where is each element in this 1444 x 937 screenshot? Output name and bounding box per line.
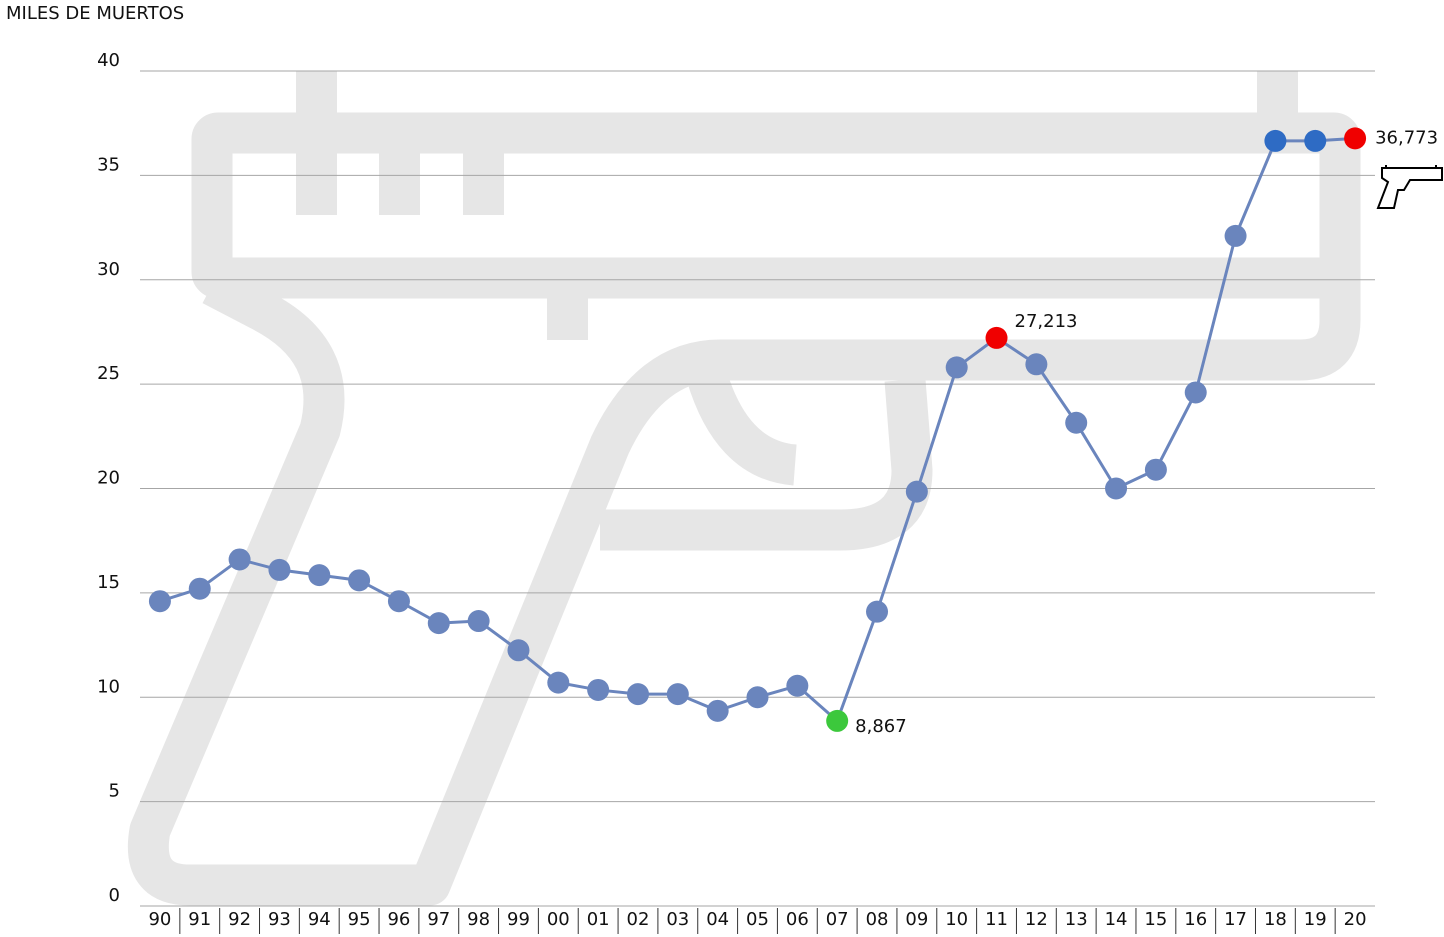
point — [308, 564, 331, 587]
y-tick-label: 15 — [97, 572, 120, 593]
point — [587, 678, 610, 701]
x-tick-label: 18 — [1264, 909, 1287, 930]
x-tick-label: 98 — [467, 909, 490, 930]
point — [1065, 411, 1088, 434]
x-tick-label: 91 — [188, 909, 211, 930]
y-tick-label: 5 — [109, 781, 120, 802]
y-tick-label: 10 — [97, 676, 120, 697]
x-tick-label: 90 — [148, 909, 171, 930]
x-tick-label: 07 — [826, 909, 849, 930]
x-tick-label: 04 — [706, 909, 729, 930]
x-tick-label: 20 — [1344, 909, 1367, 930]
x-tick-label: 06 — [786, 909, 809, 930]
point — [786, 674, 809, 697]
x-tick-label: 92 — [228, 909, 251, 930]
y-tick-label: 25 — [97, 363, 120, 384]
point — [1184, 381, 1207, 404]
x-tick-label: 96 — [387, 909, 410, 930]
x-tick-label: 10 — [945, 909, 968, 930]
x-tick-label: 95 — [348, 909, 371, 930]
point — [706, 699, 729, 722]
point — [1105, 477, 1128, 500]
x-tick-label: 99 — [507, 909, 530, 930]
point — [507, 639, 530, 662]
point — [268, 558, 291, 581]
point — [985, 326, 1008, 349]
point — [148, 590, 171, 613]
x-tick-label: 01 — [587, 909, 610, 930]
point — [1344, 127, 1367, 150]
point — [826, 709, 849, 732]
point — [1264, 129, 1287, 152]
x-tick-label: 08 — [866, 909, 889, 930]
point — [945, 356, 968, 379]
x-tick-label: 02 — [627, 909, 650, 930]
x-tick-label: 05 — [746, 909, 769, 930]
data-label: 8,867 — [855, 716, 907, 737]
point — [866, 600, 889, 623]
point — [1144, 458, 1167, 481]
x-tick-label: 94 — [308, 909, 331, 930]
x-tick-label: 14 — [1105, 909, 1128, 930]
y-tick-label: 20 — [97, 468, 120, 489]
y-tick-label: 35 — [97, 154, 120, 175]
point — [348, 569, 371, 592]
point — [188, 577, 211, 600]
point — [746, 686, 769, 709]
x-tick-label: 97 — [427, 909, 450, 930]
point — [427, 612, 450, 635]
y-tick-label: 0 — [109, 885, 120, 906]
point — [467, 610, 490, 633]
point — [626, 683, 649, 706]
data-label: 27,213 — [1015, 311, 1078, 332]
point — [1224, 224, 1247, 247]
x-tick-label: 03 — [666, 909, 689, 930]
point — [547, 671, 570, 694]
background-pistol — [127, 71, 1361, 906]
point — [666, 683, 689, 706]
point — [905, 480, 928, 503]
x-tick-label: 12 — [1025, 909, 1048, 930]
y-tick-label: 40 — [97, 50, 120, 71]
x-tick-label: 11 — [985, 909, 1008, 930]
x-tick-label: 15 — [1144, 909, 1167, 930]
point — [1025, 353, 1048, 376]
x-tick-label: 93 — [268, 909, 291, 930]
x-tick-label: 00 — [547, 909, 570, 930]
x-tick-label: 16 — [1184, 909, 1207, 930]
x-tick-label: 17 — [1224, 909, 1247, 930]
pistol-icon — [1376, 165, 1443, 209]
x-tick-label: 19 — [1304, 909, 1327, 930]
y-tick-label: 30 — [97, 259, 120, 280]
x-tick-label: 13 — [1065, 909, 1088, 930]
point — [1304, 129, 1327, 152]
data-label: 36,773 — [1375, 127, 1438, 148]
x-tick-label: 09 — [905, 909, 928, 930]
point — [228, 548, 251, 571]
point — [387, 590, 410, 613]
y-axis-label: MILES DE MUERTOS — [6, 3, 184, 24]
